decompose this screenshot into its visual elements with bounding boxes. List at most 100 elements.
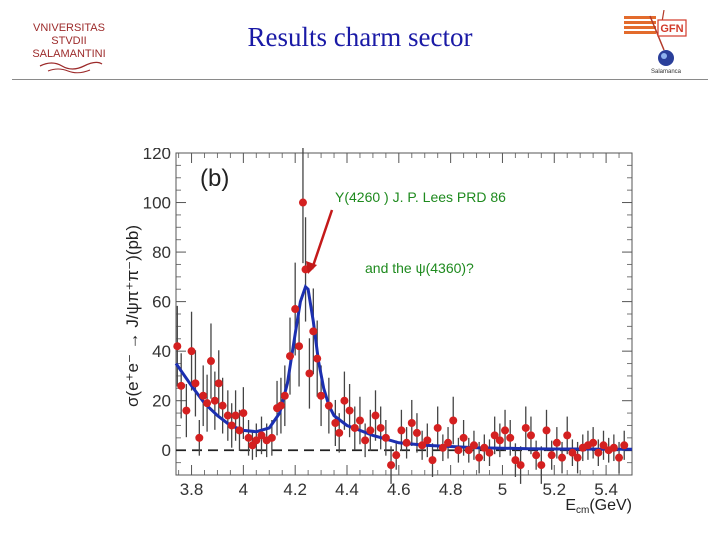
data-point bbox=[295, 342, 304, 351]
x-tick-label: 4.2 bbox=[283, 480, 307, 499]
data-point bbox=[252, 436, 261, 445]
data-point bbox=[291, 305, 300, 314]
annotation-arrowhead bbox=[306, 261, 317, 274]
data-point bbox=[177, 381, 186, 390]
university-logo: VNIVERSITAS STVDII SALAMANTINI bbox=[28, 16, 110, 74]
y-tick-label: 20 bbox=[152, 392, 171, 411]
data-point bbox=[542, 426, 551, 435]
data-point bbox=[526, 431, 535, 440]
plot-frame bbox=[175, 152, 633, 476]
data-point bbox=[286, 352, 294, 361]
data-point bbox=[599, 441, 608, 450]
data-point bbox=[280, 391, 289, 400]
data-point bbox=[397, 426, 406, 435]
data-point bbox=[438, 443, 447, 452]
data-point bbox=[309, 327, 318, 336]
data-point bbox=[407, 418, 416, 427]
data-point bbox=[609, 443, 618, 452]
x-tick-label: 5 bbox=[498, 480, 507, 499]
data-point bbox=[331, 418, 340, 427]
data-point bbox=[324, 401, 333, 410]
data-point bbox=[449, 416, 458, 425]
x-tick-label: 5.4 bbox=[594, 480, 618, 499]
logo-line-1: VNIVERSITAS bbox=[33, 22, 105, 34]
gfn-logo-text: GFN bbox=[660, 23, 683, 35]
data-point bbox=[361, 436, 370, 445]
data-point bbox=[345, 406, 354, 415]
x-tick-label: 4.6 bbox=[387, 480, 411, 499]
data-point bbox=[239, 409, 248, 418]
fit-curve bbox=[174, 284, 632, 451]
data-point bbox=[485, 448, 494, 457]
data-point bbox=[418, 441, 427, 450]
slide-title: Results charm sector bbox=[247, 22, 473, 52]
data-point bbox=[371, 411, 380, 420]
data-point bbox=[620, 441, 629, 450]
data-point bbox=[182, 406, 191, 415]
data-point bbox=[210, 396, 219, 405]
data-point bbox=[573, 453, 582, 462]
data-point bbox=[532, 451, 541, 460]
data-point bbox=[317, 391, 326, 400]
y-tick-label: 80 bbox=[152, 243, 171, 262]
y-tick-label: 120 bbox=[143, 148, 171, 163]
gfn-logo: GFN Salamanca bbox=[620, 9, 692, 76]
data-point bbox=[350, 423, 359, 432]
gfn-logo-subtext: Salamanca bbox=[651, 69, 682, 75]
data-point bbox=[568, 448, 577, 457]
data-point bbox=[195, 433, 204, 442]
data-point bbox=[366, 426, 375, 435]
y-tick-label: 60 bbox=[152, 293, 171, 312]
x-tick-label: 4 bbox=[239, 480, 248, 499]
data-point bbox=[563, 431, 572, 440]
data-point bbox=[223, 411, 232, 420]
data-point bbox=[423, 436, 432, 445]
data-point bbox=[558, 453, 567, 462]
data-point bbox=[214, 379, 223, 388]
y-axis-label: σ(e⁺e⁻ → J/ψπ⁺π⁻)(pb) bbox=[123, 225, 142, 407]
title-divider bbox=[12, 79, 708, 80]
annotation-arrow bbox=[310, 209, 334, 270]
data-point bbox=[392, 451, 401, 460]
data-point bbox=[206, 357, 215, 366]
data-point bbox=[511, 456, 520, 465]
y-tick-label: 40 bbox=[152, 342, 171, 361]
data-point bbox=[428, 456, 437, 465]
data-point bbox=[547, 451, 556, 460]
data-point bbox=[433, 423, 442, 432]
data-point bbox=[589, 438, 598, 447]
x-tick-label: 3.8 bbox=[180, 480, 204, 499]
charm-cross-section-chart: 0 20 40 60 80 100 120 3.8 4 4.2 4.4 4.6 4.8 5 5.2 5.4 (… bbox=[123, 148, 633, 516]
x-tick-label: 4.8 bbox=[439, 480, 463, 499]
y-tick-label: 0 bbox=[162, 441, 171, 460]
x-tick-label: 5.2 bbox=[542, 480, 566, 499]
data-point bbox=[355, 416, 364, 425]
data-point bbox=[173, 342, 182, 351]
data-point bbox=[495, 436, 504, 445]
data-point bbox=[516, 461, 525, 470]
data-point bbox=[267, 433, 276, 442]
x-tick-label: 4.4 bbox=[335, 480, 359, 499]
data-point bbox=[276, 401, 285, 410]
data-point bbox=[257, 431, 266, 440]
data-point bbox=[506, 433, 515, 442]
data-point bbox=[454, 446, 463, 455]
data-point bbox=[340, 396, 349, 405]
annotation-y4260: Y(4260 ) J. P. Lees PRD 86 bbox=[335, 189, 506, 205]
data-point bbox=[490, 431, 499, 440]
data-point bbox=[521, 423, 530, 432]
data-point bbox=[387, 461, 396, 470]
data-point bbox=[381, 433, 390, 442]
data-point bbox=[227, 421, 236, 430]
data-point bbox=[231, 411, 240, 420]
data-point bbox=[376, 423, 385, 432]
data-point bbox=[402, 438, 411, 447]
data-point bbox=[594, 448, 603, 457]
data-point bbox=[203, 399, 212, 408]
logo-line-2: STVDII bbox=[51, 35, 86, 47]
y-tick-label: 100 bbox=[143, 194, 171, 213]
panel-label: (b) bbox=[200, 165, 229, 192]
data-point bbox=[187, 347, 196, 356]
data-point bbox=[501, 426, 510, 435]
data-point bbox=[298, 198, 307, 207]
